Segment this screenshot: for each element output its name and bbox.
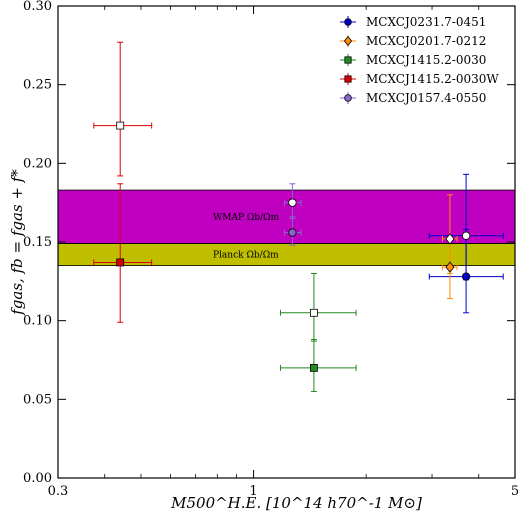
legend-label-0: MCXCJ0231.7-0451 <box>366 15 486 29</box>
series-0 <box>428 173 504 314</box>
bands-layer <box>57 189 516 267</box>
series-1-filled-point <box>445 261 455 273</box>
y-axis-label: fgas, fb = fgas + f* <box>8 169 26 316</box>
y-tick-label-4: 0.20 <box>23 156 52 171</box>
legend-entry-2: MCXCJ1415.2-0030 <box>340 53 486 67</box>
legend-marker-1 <box>343 35 353 47</box>
y-tick-label-0: 0.00 <box>23 471 52 486</box>
series-0-open-point <box>461 231 471 240</box>
series-4-filled-point <box>288 228 297 237</box>
series-layer <box>93 41 504 392</box>
legend-marker-0 <box>344 18 352 26</box>
band-label-0: WMAP Ωb/Ωm <box>213 213 280 223</box>
legend-label-1: MCXCJ0201.7-0212 <box>366 34 486 48</box>
series-1 <box>442 194 458 300</box>
band-0 <box>57 189 516 244</box>
y-tick-label-1: 0.05 <box>23 392 52 407</box>
x-tick-label-2: 5 <box>511 484 519 499</box>
y-tick-label-6: 0.30 <box>23 0 52 14</box>
y-tick-label-3: 0.15 <box>23 235 52 250</box>
band-labels-layer: WMAP Ωb/Ωm Planck Ωb/Ωm <box>213 213 280 261</box>
ticks-layer: 0.00 0.05 0.10 0.15 0.20 0.25 0.30 0.3 1 5 <box>23 0 519 499</box>
series-3-open-point <box>116 121 125 130</box>
series-1-open-point <box>445 233 455 245</box>
legend-label-2: MCXCJ1415.2-0030 <box>366 53 486 67</box>
series-2 <box>279 272 357 392</box>
legend-entry-3: MCXCJ1415.2-0030W <box>340 72 499 86</box>
x-axis-label: M500^H.E. [10^14 h70^-1 M⊙] <box>170 494 422 512</box>
series-2-open-point <box>310 308 318 317</box>
band-label-1: Planck Ωb/Ωm <box>213 251 279 261</box>
y-tick-label-5: 0.25 <box>23 78 52 93</box>
series-3-filled-point <box>116 258 125 267</box>
y-tick-label-2: 0.10 <box>23 314 52 329</box>
series-4 <box>284 183 302 246</box>
legend: MCXCJ0231.7-0451 MCXCJ0201.7-0212 MCXCJ141… <box>340 15 499 105</box>
x-tick-label-0: 0.3 <box>48 484 69 499</box>
series-0-filled-point <box>461 272 471 281</box>
legend-entry-4: MCXCJ0157.4-0550 <box>340 91 486 105</box>
legend-entry-1: MCXCJ0201.7-0212 <box>340 34 486 48</box>
legend-label-3: MCXCJ1415.2-0030W <box>366 72 499 86</box>
series-3 <box>93 41 153 323</box>
legend-label-4: MCXCJ0157.4-0550 <box>366 91 486 105</box>
legend-marker-2 <box>344 56 352 64</box>
legend-marker-3 <box>344 75 352 83</box>
series-2-filled-point <box>310 363 318 372</box>
legend-marker-4 <box>344 94 352 102</box>
series-4-open-point <box>288 198 297 207</box>
legend-entry-0: MCXCJ0231.7-0451 <box>340 15 486 29</box>
x-tick-label-1: 1 <box>249 484 257 499</box>
